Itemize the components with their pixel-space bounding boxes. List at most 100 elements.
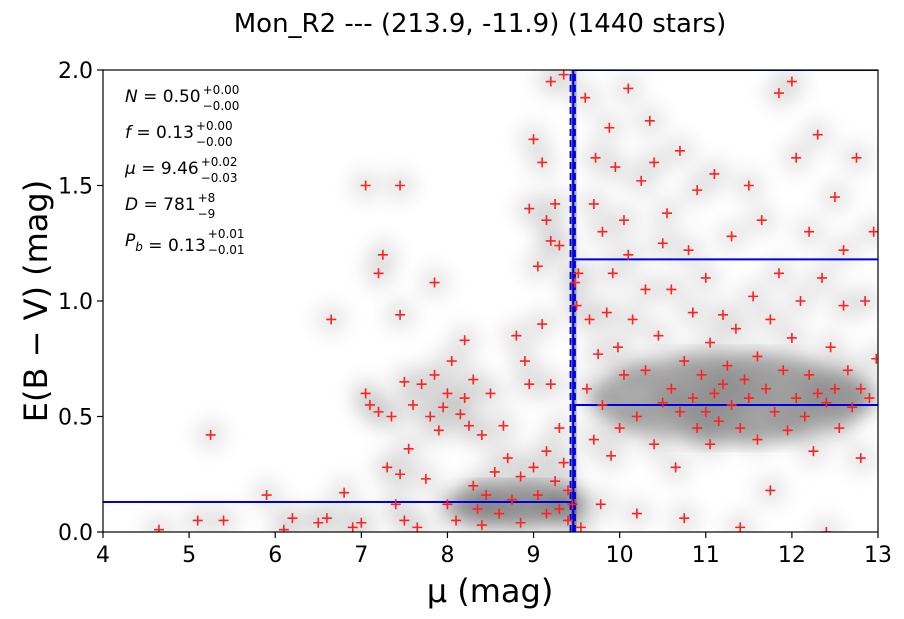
star-point: [666, 383, 677, 394]
star-point: [739, 374, 750, 385]
x-tick-label: 12: [778, 543, 806, 568]
star-point: [683, 245, 694, 256]
y-tick-label: 0.5: [58, 406, 93, 431]
star-point: [718, 309, 728, 320]
star-point: [700, 406, 711, 417]
star-point: [692, 185, 703, 196]
star-point: [627, 314, 638, 325]
fit-stat-minus: −9: [198, 207, 216, 221]
star-point: [567, 499, 578, 510]
star-point: [459, 393, 470, 404]
star-point: [718, 379, 728, 390]
star-point: [604, 122, 615, 133]
star-point: [433, 425, 444, 436]
star-point: [674, 406, 685, 417]
star-point: [205, 429, 216, 440]
star-point: [364, 399, 375, 410]
star-point: [649, 157, 660, 168]
star-point: [640, 365, 651, 376]
star-point: [795, 296, 806, 306]
x-tick-label: 4: [96, 543, 110, 568]
star-point: [321, 513, 332, 524]
star-point: [446, 356, 457, 367]
star-point: [804, 226, 815, 237]
star-point: [829, 192, 840, 203]
star-point: [528, 134, 539, 145]
star-point: [606, 450, 617, 461]
star-point: [756, 215, 767, 226]
star-point: [515, 517, 526, 528]
star-point: [524, 379, 535, 390]
star-point: [429, 369, 440, 380]
star-point: [726, 231, 737, 242]
star-point: [855, 383, 866, 394]
x-axis-title: μ (mag): [427, 572, 554, 610]
fit-stat-row: D = 781 +8 −9: [125, 191, 215, 221]
star-point: [507, 494, 518, 505]
star-point: [554, 503, 565, 514]
star-point: [569, 277, 580, 288]
star-point: [287, 513, 298, 524]
fit-stat-minus: −0.00: [203, 99, 240, 113]
star-point: [468, 480, 479, 491]
star-point: [778, 365, 789, 376]
star-point: [623, 249, 634, 260]
star-point: [590, 152, 601, 163]
density-core-background: [591, 353, 872, 444]
fit-lines: [103, 70, 878, 532]
y-tick-label: 2.0: [58, 59, 93, 84]
fit-stat-minus: −0.00: [196, 135, 233, 149]
star-point: [640, 284, 651, 295]
star-point: [218, 515, 229, 526]
star-point: [532, 490, 543, 501]
star-point: [395, 309, 406, 320]
star-point: [494, 508, 505, 519]
star-point: [842, 365, 853, 376]
star-point: [709, 168, 720, 179]
fit-stat-plus: +0.02: [201, 155, 238, 169]
star-point: [451, 515, 462, 526]
fit-stat-label: μ = 9.46: [124, 159, 199, 179]
star-point: [618, 369, 629, 380]
star-point: [390, 499, 401, 510]
star-point: [709, 388, 720, 399]
density-blob: [142, 513, 175, 532]
star-point: [829, 383, 840, 394]
star-point: [339, 487, 350, 498]
star-point: [834, 423, 845, 434]
star-point: [838, 245, 849, 256]
fit-stat-row: μ = 9.46 +0.02 −0.03: [124, 155, 238, 185]
star-point: [821, 527, 832, 532]
star-point: [498, 420, 509, 431]
star-point: [618, 215, 629, 226]
star-point: [612, 342, 623, 353]
star-point: [868, 226, 878, 237]
star-point: [679, 513, 690, 524]
star-point: [326, 314, 337, 325]
star-point: [791, 393, 802, 404]
star-point: [588, 198, 599, 209]
star-point: [773, 268, 784, 279]
star-point: [412, 522, 423, 532]
x-tick-label: 9: [527, 543, 541, 568]
star-point: [825, 342, 836, 353]
star-point: [532, 261, 543, 272]
star-point: [860, 296, 871, 306]
star-point: [851, 152, 862, 163]
star-point: [687, 393, 698, 404]
x-tick-label: 7: [354, 543, 368, 568]
star-point: [674, 145, 685, 156]
star-point: [735, 423, 746, 434]
x-tick-label: 8: [440, 543, 454, 568]
x-axis-ticks: 4 5 6 7 8 9 10 11 12 13: [96, 532, 892, 568]
star-point: [545, 235, 556, 246]
star-point: [692, 423, 703, 434]
star-point: [541, 508, 552, 519]
star-point: [541, 215, 552, 226]
star-point: [657, 397, 668, 408]
star-point: [537, 319, 548, 330]
star-point: [563, 485, 573, 496]
star-point: [386, 411, 397, 422]
star-point: [595, 499, 606, 510]
star-point: [743, 180, 754, 191]
